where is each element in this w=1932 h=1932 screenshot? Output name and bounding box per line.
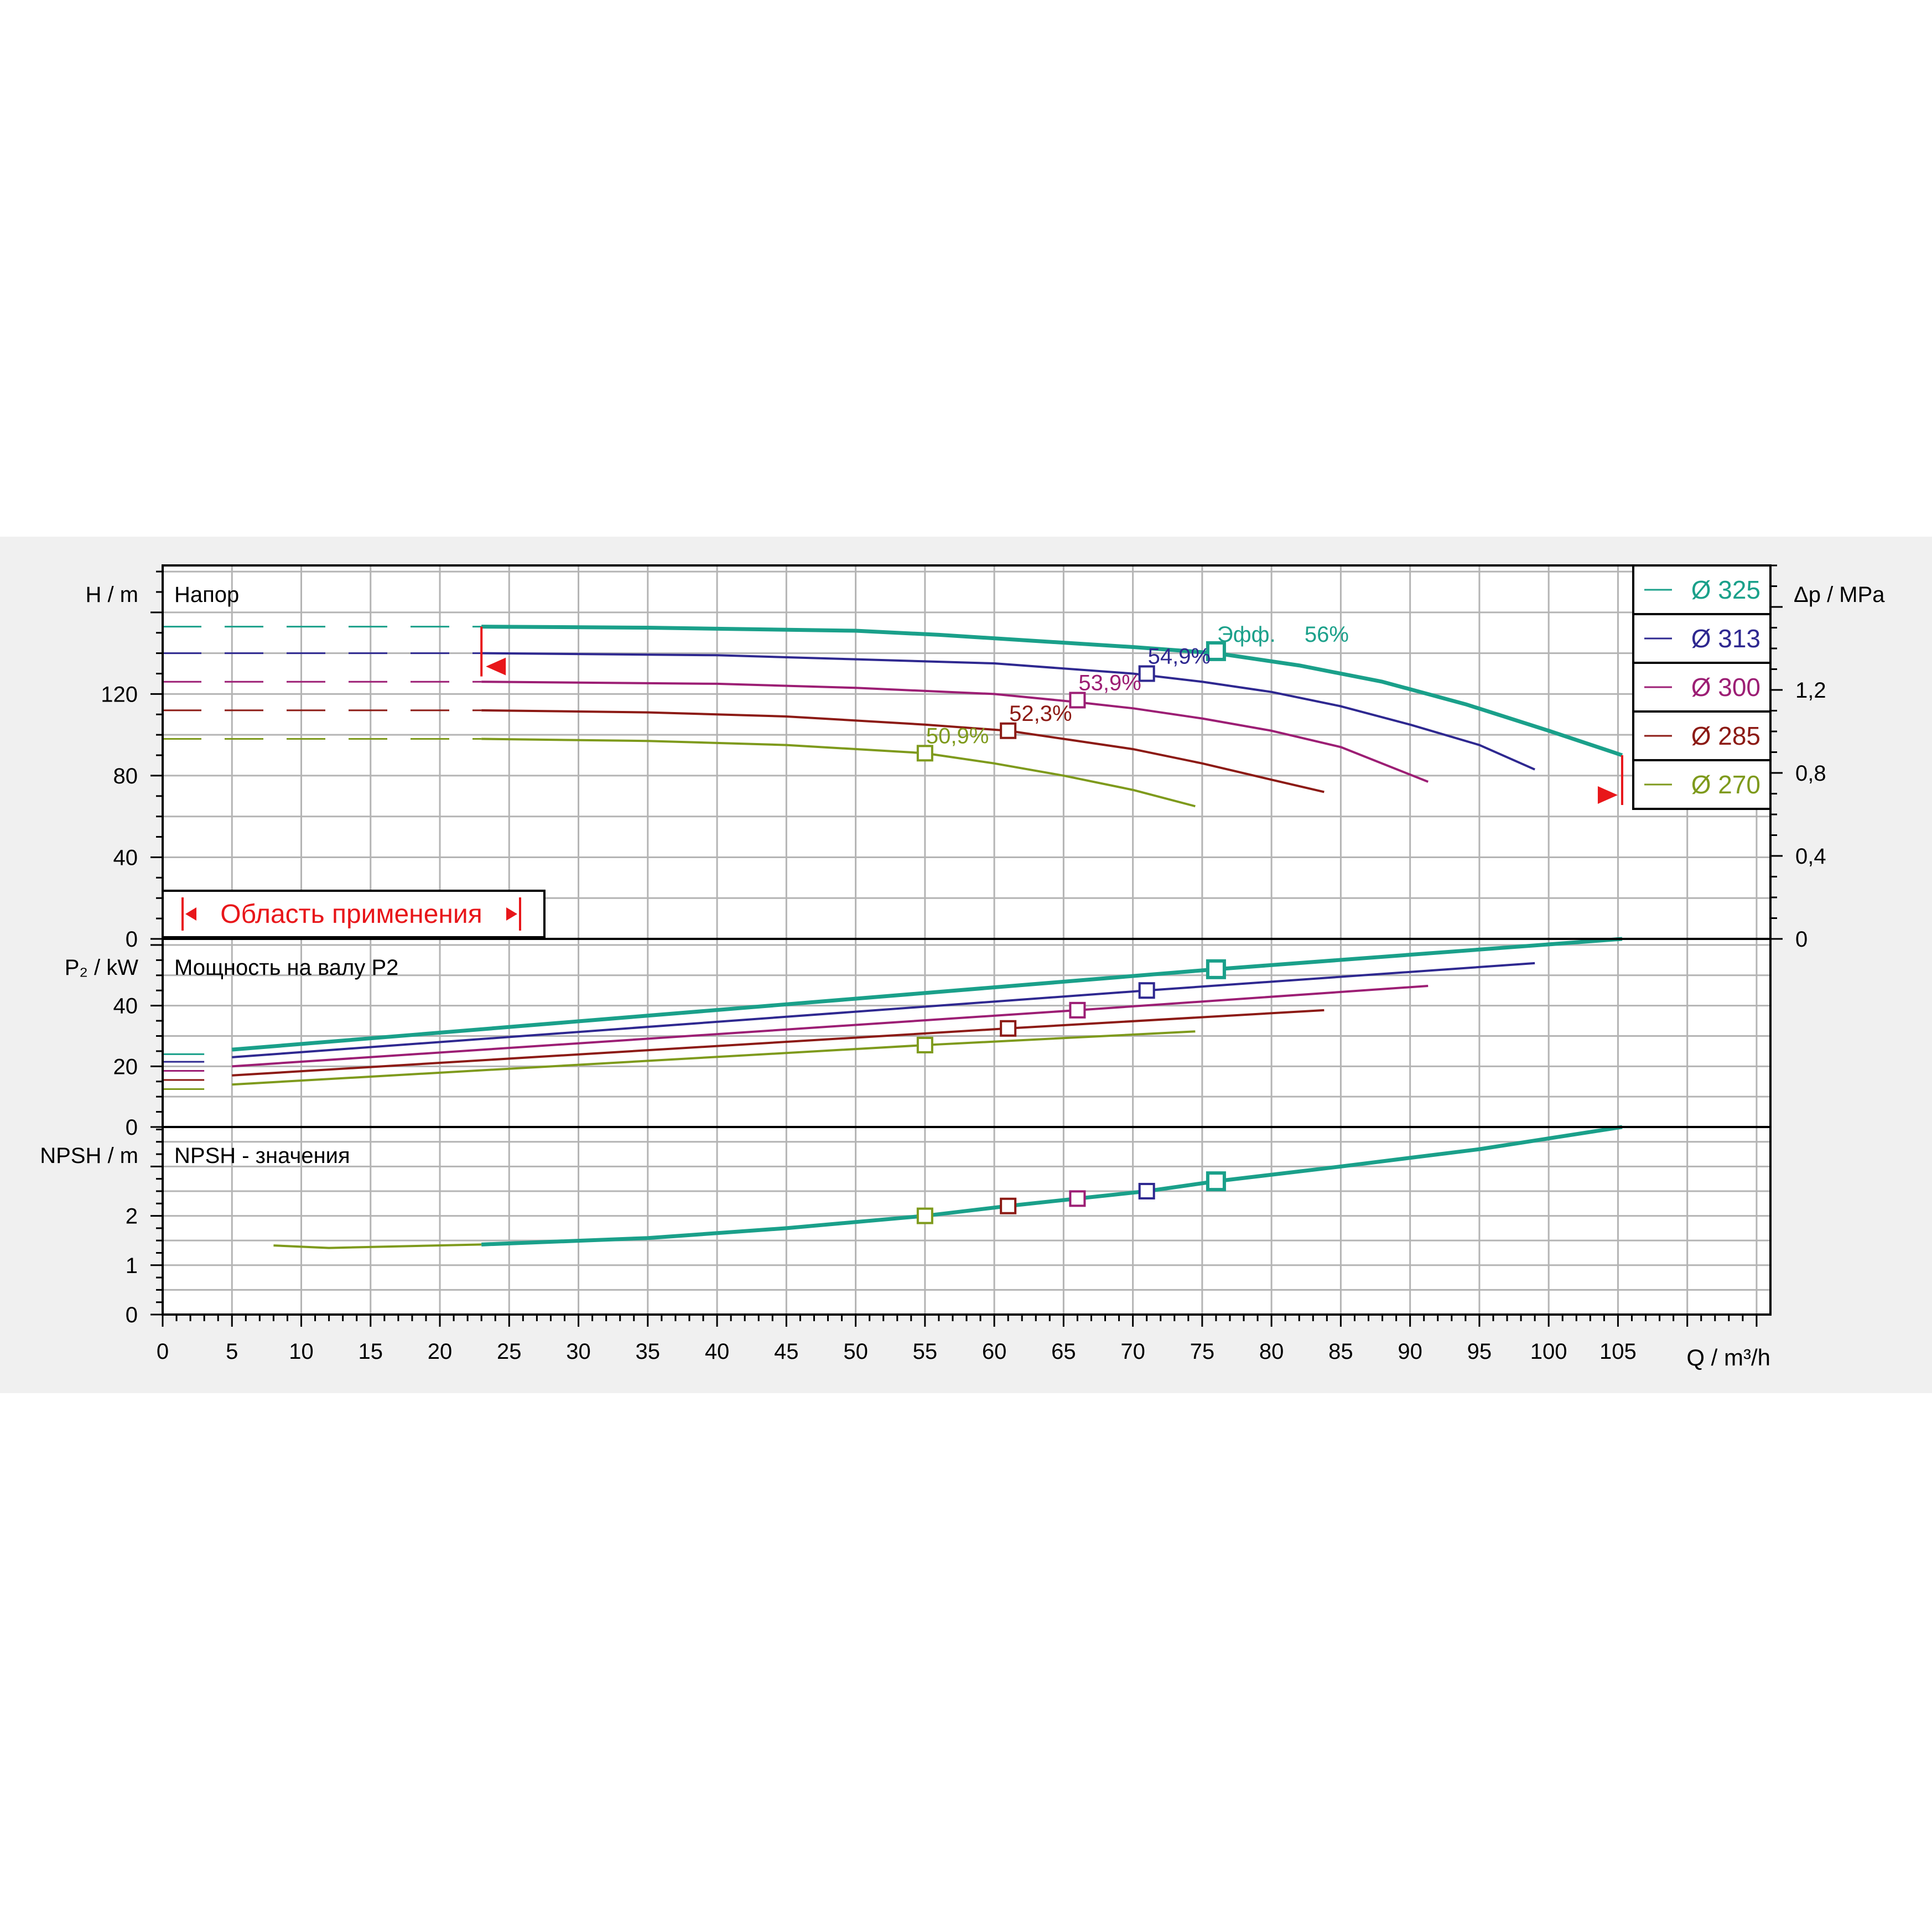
legend: Ø 325 Ø 313 Ø 300 Ø 285 Ø 270 [1632, 564, 1772, 810]
x-tick-label: 5 [226, 1339, 238, 1364]
legend-label: Ø 313 [1691, 624, 1760, 653]
head-curve-d285 [481, 709, 1325, 793]
head-panel: 56% 54,9% 53,9%52,3% 50,9% [163, 622, 1623, 808]
bep-marker-d313 [1138, 665, 1155, 682]
pressure-tick-label: 0 [1795, 927, 1808, 952]
npsh-panel [273, 1125, 1623, 1249]
npsh-tick-label: 2 [126, 1204, 138, 1229]
x-tick-label: 40 [705, 1339, 730, 1364]
power-bep-marker-d325 [1206, 959, 1226, 979]
legend-label: Ø 285 [1691, 721, 1760, 750]
npsh-curve-low [273, 1243, 482, 1249]
power-panel-title: Мощность на валу P2 [174, 955, 398, 980]
x-tick-label: 55 [913, 1339, 938, 1364]
efficiency-prefix-label: Эфф. [1217, 622, 1276, 647]
bep-marker-d300 [1069, 692, 1086, 709]
pressure-tick-label: 0,8 [1795, 761, 1826, 786]
range-left-arrow-icon [185, 907, 196, 921]
legend-label: Ø 300 [1691, 673, 1760, 702]
head-curve-d300 [481, 681, 1429, 783]
head-curve-d313 [481, 652, 1535, 771]
x-tick-label: 100 [1530, 1339, 1567, 1364]
power-tick-label: 20 [113, 1055, 138, 1079]
axis-labels: H / m Напор Δp / MPa P₂ / kW Мощность на… [40, 583, 1885, 1370]
head-tick-label: 80 [113, 764, 138, 788]
power-bep-marker-d285 [1000, 1020, 1017, 1037]
bep-marker-d285 [1000, 722, 1017, 739]
x-tick-label: 80 [1259, 1339, 1284, 1364]
x-tick-label: 105 [1599, 1339, 1637, 1364]
power-bep-marker-d270 [916, 1036, 933, 1053]
x-tick-label: 35 [636, 1339, 661, 1364]
x-tick-label: 25 [497, 1339, 522, 1364]
head-tick-label: 40 [113, 845, 138, 870]
x-tick-label: 30 [566, 1339, 591, 1364]
efficiency-label-d270: 50,9% [926, 724, 989, 748]
npsh-panel-title: NPSH - значения [174, 1144, 350, 1168]
x-tick-label: 95 [1467, 1339, 1492, 1364]
power-bep-marker-d300 [1069, 1001, 1086, 1019]
npsh-tick-label: 1 [126, 1254, 138, 1278]
npsh-axis-label: NPSH / m [40, 1144, 138, 1168]
power-axis-label: P₂ / kW [65, 955, 139, 980]
range-right-arrow-icon [506, 907, 517, 921]
head-curve-d270 [481, 738, 1196, 808]
x-tick-label: 60 [982, 1339, 1007, 1364]
head-panel-title: Напор [174, 583, 239, 607]
pressure-tick-label: 0,4 [1795, 844, 1826, 869]
power-bep-marker-d313 [1138, 982, 1155, 999]
x-tick-label: 65 [1051, 1339, 1076, 1364]
pressure-tick-label: 1,2 [1795, 678, 1826, 703]
head-axis-label: H / m [85, 583, 138, 607]
operating-range-box: Область применения [162, 890, 546, 938]
x-tick-label: 50 [843, 1339, 868, 1364]
npsh-marker-d313 [1138, 1182, 1155, 1199]
efficiency-label-d313: 54,9% [1148, 644, 1211, 668]
x-tick-label: 45 [774, 1339, 799, 1364]
x-tick-label: 0 [157, 1339, 169, 1364]
npsh-marker-d285 [1000, 1197, 1017, 1214]
npsh-tick-label: 0 [126, 1303, 138, 1327]
power-panel [163, 937, 1623, 1090]
operating-range-frame [162, 890, 546, 938]
x-tick-label: 90 [1398, 1339, 1422, 1364]
head-curve-d325 [481, 625, 1623, 757]
npsh-marker-d270 [916, 1207, 933, 1224]
head-tick-label: 0 [126, 927, 138, 952]
range-min-arrow-icon [486, 657, 506, 676]
legend-label: Ø 325 [1691, 575, 1760, 604]
legend-label: Ø 270 [1691, 770, 1760, 799]
bep-marker-d325 [1206, 641, 1226, 661]
npsh-marker-d325 [1206, 1171, 1226, 1192]
operating-range-label: Область применения [220, 900, 482, 929]
x-tick-label: 10 [289, 1339, 314, 1364]
x-tick-label: 75 [1190, 1339, 1215, 1364]
flow-axis-label: Q / m³/h [1686, 1344, 1770, 1370]
power-tick-label: 40 [113, 994, 138, 1019]
efficiency-label-d325: 56% [1305, 622, 1349, 647]
power-tick-label: 0 [126, 1115, 138, 1140]
efficiency-label-d300: 53,9% [1078, 671, 1141, 695]
range-max-arrow-icon [1597, 786, 1618, 804]
pressure-axis-label: Δp / MPa [1794, 583, 1885, 607]
npsh-marker-d300 [1069, 1190, 1086, 1207]
efficiency-label-d285: 52,3% [1009, 702, 1072, 726]
x-tick-label: 70 [1120, 1339, 1145, 1364]
bep-marker-d270 [916, 745, 933, 762]
x-tick-label: 20 [428, 1339, 453, 1364]
x-tick-label: 85 [1328, 1339, 1353, 1364]
x-tick-label: 15 [359, 1339, 383, 1364]
head-tick-label: 120 [101, 682, 138, 707]
